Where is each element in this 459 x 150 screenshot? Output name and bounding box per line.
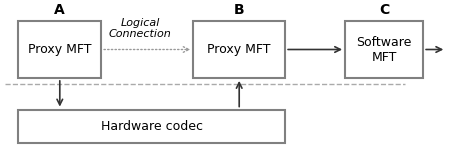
Text: Software
MFT: Software MFT	[356, 36, 411, 63]
Text: A: A	[54, 3, 65, 18]
FancyBboxPatch shape	[344, 21, 422, 78]
Text: Proxy MFT: Proxy MFT	[207, 43, 270, 56]
Text: Hardware codec: Hardware codec	[101, 120, 202, 132]
Text: C: C	[378, 3, 388, 18]
Text: Proxy MFT: Proxy MFT	[28, 43, 91, 56]
FancyBboxPatch shape	[18, 21, 101, 78]
Text: Logical
Connection: Logical Connection	[109, 18, 171, 39]
Text: B: B	[233, 3, 244, 18]
FancyBboxPatch shape	[193, 21, 285, 78]
FancyBboxPatch shape	[18, 110, 285, 142]
